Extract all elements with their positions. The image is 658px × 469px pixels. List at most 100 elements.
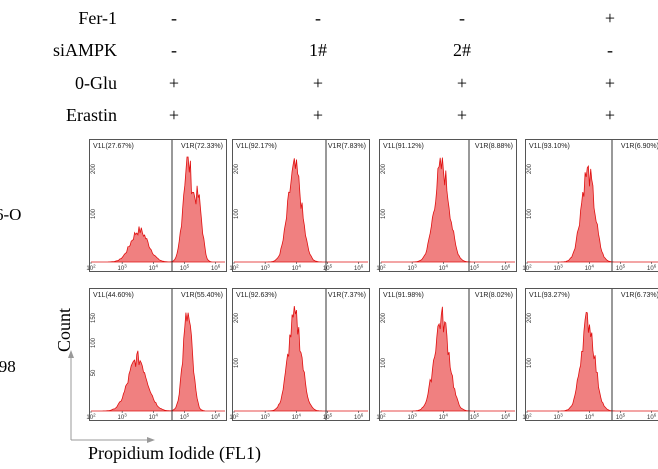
gate-left-label: V1L(91.12%) (383, 143, 424, 150)
x-tick-exponent: 2 (383, 413, 386, 418)
condition-value: 2# (453, 40, 471, 60)
x-tick-label: 105 (616, 413, 626, 422)
x-tick-exponent: 6 (218, 413, 221, 418)
gate-left-label: V1L(27.67%) (93, 143, 134, 150)
x-tick-exponent: 6 (361, 413, 364, 418)
panel-frame (89, 139, 227, 272)
x-tick-exponent: 4 (445, 413, 448, 418)
gate-right-label: V1R(8.88%) (475, 143, 513, 150)
x-tick-exponent: 2 (529, 264, 532, 269)
x-tick-label: 105 (323, 413, 333, 422)
gate-right-label: V1R(8.02%) (475, 292, 513, 299)
condition-value: 1# (309, 40, 327, 60)
x-tick-exponent: 3 (124, 413, 127, 418)
x-tick-exponent: 5 (623, 413, 626, 418)
histogram-area (91, 312, 225, 412)
y-tick-label: 200 (234, 312, 240, 323)
condition-label-siampk: siAMPK (52, 40, 117, 60)
x-tick-exponent: 4 (591, 264, 594, 269)
x-tick-exponent: 6 (361, 264, 364, 269)
x-tick-exponent: 2 (236, 413, 239, 418)
condition-value: - (607, 40, 613, 60)
gate-right-label: V1R(7.83%) (328, 143, 366, 150)
x-tick-label: 102 (86, 413, 96, 422)
x-tick-label: 103 (261, 264, 271, 273)
x-tick-exponent: 3 (267, 264, 270, 269)
histogram-area (381, 157, 515, 263)
x-tick-label: 106 (211, 413, 221, 422)
x-tick-label: 105 (616, 264, 626, 273)
x-tick-exponent: 3 (414, 413, 417, 418)
x-tick-label: 103 (261, 413, 271, 422)
x-tick-label: 103 (118, 413, 128, 422)
y-tick-label: 50 (91, 369, 97, 376)
y-tick-label: 100 (91, 337, 97, 348)
condition-value: - (171, 40, 177, 60)
histogram-panel: V1L(93.10%) V1R(6.90%) 200 100 102 103 104 105 1… (522, 139, 658, 273)
y-tick-label: 100 (527, 208, 533, 219)
x-tick-exponent: 6 (654, 264, 657, 269)
gate-left-label: V1L(93.27%) (529, 292, 570, 299)
x-tick-label: 106 (647, 413, 657, 422)
histogram-area (527, 164, 658, 263)
gate-right-label: V1R(72.33%) (181, 143, 223, 150)
x-axis-label: Propidium Iodide (FL1) (88, 443, 261, 463)
x-tick-label: 102 (229, 413, 239, 422)
histogram-area (381, 306, 515, 412)
x-tick-label: 105 (180, 264, 190, 273)
x-tick-exponent: 5 (330, 264, 333, 269)
gate-left-label: V1L(44.60%) (93, 292, 134, 299)
x-tick-label: 102 (522, 264, 532, 273)
panel-frame (379, 139, 517, 272)
condition-label-0glu: 0-Glu (75, 73, 117, 93)
x-tick-exponent: 2 (383, 264, 386, 269)
x-tick-label: 104 (292, 413, 302, 422)
x-tick-exponent: 2 (529, 413, 532, 418)
x-tick-exponent: 5 (187, 264, 190, 269)
y-tick-label: 150 (91, 312, 97, 323)
histogram-area (527, 311, 658, 412)
x-tick-exponent: 2 (93, 264, 96, 269)
x-tick-label: 105 (470, 264, 480, 273)
x-tick-label: 105 (323, 264, 333, 273)
gate-left-label: V1L(92.63%) (236, 292, 277, 299)
x-tick-label: 106 (647, 264, 657, 273)
condition-label-erastin: Erastin (66, 105, 117, 125)
panel-frame (89, 288, 227, 421)
panel-frame (232, 288, 370, 421)
x-tick-exponent: 3 (414, 264, 417, 269)
x-tick-label: 104 (149, 413, 159, 422)
x-tick-exponent: 6 (508, 413, 511, 418)
histogram-panel: V1L(44.60%) V1R(55.40%) 150 100 50 102 103 104 1… (86, 288, 227, 422)
gate-left-label: V1L(93.10%) (529, 143, 570, 150)
gate-right-label: V1R(6.73%) (621, 292, 658, 299)
cell-line-label-a498: A498 (0, 357, 16, 376)
x-tick-label: 104 (585, 413, 595, 422)
x-tick-label: 103 (554, 264, 564, 273)
x-tick-exponent: 5 (623, 264, 626, 269)
x-tick-exponent: 4 (298, 413, 301, 418)
x-tick-exponent: 4 (591, 413, 594, 418)
gate-right-label: V1R(7.37%) (328, 292, 366, 299)
histogram-area (234, 158, 368, 263)
x-axis-arrow-head (147, 437, 155, 443)
x-tick-label: 102 (376, 413, 386, 422)
panel-frame (525, 288, 658, 421)
x-tick-exponent: 4 (298, 264, 301, 269)
y-tick-label: 100 (91, 208, 97, 219)
panel-frame (379, 288, 517, 421)
gate-left-label: V1L(91.98%) (383, 292, 424, 299)
x-tick-label: 103 (408, 264, 418, 273)
condition-value: + (456, 105, 468, 125)
x-tick-exponent: 3 (124, 264, 127, 269)
condition-value: - (315, 8, 321, 28)
x-tick-exponent: 5 (477, 413, 480, 418)
x-tick-exponent: 4 (155, 264, 158, 269)
panel-frame (232, 139, 370, 272)
histogram-panel: V1L(92.63%) V1R(7.37%) 200 100 102 103 104 105 1… (229, 288, 370, 422)
x-tick-exponent: 5 (330, 413, 333, 418)
condition-label-fer1: Fer-1 (78, 8, 117, 28)
condition-value: - (171, 8, 177, 28)
x-tick-exponent: 4 (445, 264, 448, 269)
x-tick-label: 106 (501, 413, 511, 422)
